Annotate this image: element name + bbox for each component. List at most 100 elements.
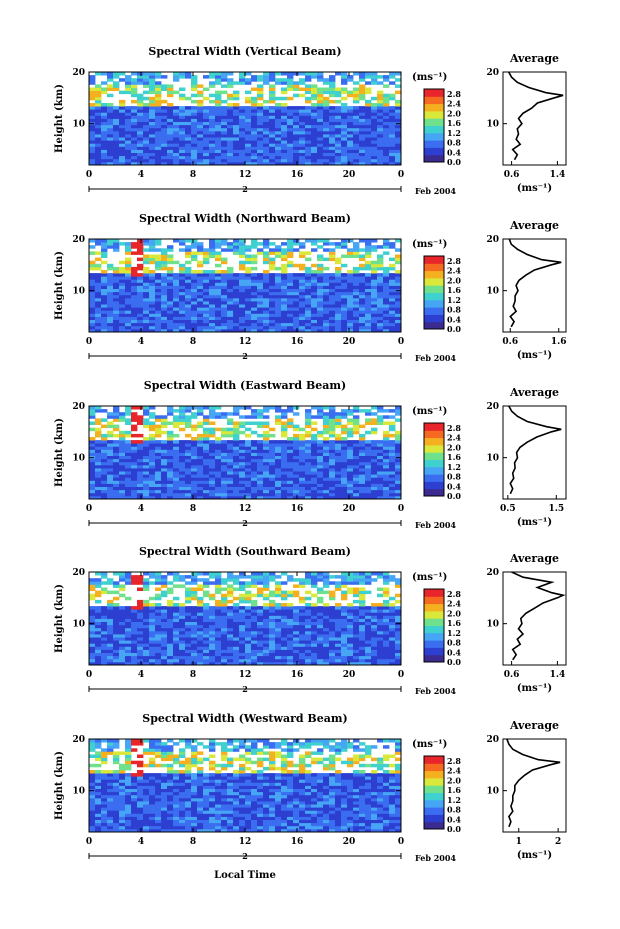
heatmap-cell bbox=[119, 486, 126, 491]
heatmap-cell bbox=[191, 304, 198, 308]
heatmap-cell bbox=[371, 461, 378, 466]
heatmap-cell bbox=[251, 630, 258, 635]
heatmap-cell bbox=[371, 489, 378, 494]
heatmap-cell bbox=[95, 319, 102, 324]
heatmap-cell bbox=[341, 615, 348, 619]
heatmap-cell bbox=[251, 480, 258, 484]
heatmap-cell bbox=[275, 486, 282, 491]
heatmap-cell bbox=[323, 310, 330, 314]
y-tick-label: 10 bbox=[72, 287, 85, 297]
heatmap-cell bbox=[233, 288, 240, 293]
heatmap-cell bbox=[113, 313, 120, 317]
heatmap-cell bbox=[251, 146, 258, 150]
heatmap-cell bbox=[143, 618, 150, 622]
heatmap-cell bbox=[167, 319, 174, 324]
heatmap-cell bbox=[179, 449, 186, 453]
heatmap-cell bbox=[137, 637, 144, 641]
heatmap-cell bbox=[299, 618, 306, 622]
heatmap-cell bbox=[209, 112, 216, 116]
heatmap-cell bbox=[347, 322, 354, 327]
heatmap-cell bbox=[251, 655, 258, 660]
heatmap-cell bbox=[305, 109, 312, 113]
heatmap-cell bbox=[299, 134, 306, 138]
heatmap-cell bbox=[185, 621, 192, 626]
heatmap-cell bbox=[191, 495, 198, 500]
heatmap-cell bbox=[317, 149, 324, 153]
heatmap-cell bbox=[191, 486, 198, 491]
heatmap-cell bbox=[263, 242, 270, 246]
heatmap-cell bbox=[389, 640, 396, 644]
colorbar-segment bbox=[424, 125, 444, 134]
heatmap-cell bbox=[137, 103, 144, 107]
heatmap-cell bbox=[377, 152, 384, 157]
heatmap-cell bbox=[89, 409, 96, 413]
heatmap-cell bbox=[125, 81, 132, 85]
heatmap-cell bbox=[233, 452, 240, 456]
heatmap-cell bbox=[227, 84, 234, 88]
heatmap-cell bbox=[251, 279, 258, 283]
heatmap-cell bbox=[275, 146, 282, 150]
heatmap-cell bbox=[269, 474, 276, 478]
heatmap-cell bbox=[215, 325, 222, 330]
colorbar-segment bbox=[424, 292, 444, 301]
heatmap-cell bbox=[131, 279, 138, 283]
heatmap-cell bbox=[293, 325, 300, 330]
colorbar-segment bbox=[424, 277, 444, 286]
heatmap-cell bbox=[191, 474, 198, 478]
heatmap-cell bbox=[215, 319, 222, 324]
heatmap-cell bbox=[233, 96, 240, 101]
heatmap-cell bbox=[173, 75, 180, 79]
heatmap-cell bbox=[263, 430, 270, 435]
heatmap-cell bbox=[239, 121, 246, 126]
heatmap-cell bbox=[209, 310, 216, 314]
heatmap-cell bbox=[125, 304, 132, 308]
heatmap-cell bbox=[359, 279, 366, 283]
heatmap-cell bbox=[107, 93, 114, 98]
heatmap-cell bbox=[161, 310, 168, 314]
heatmap-cell bbox=[221, 495, 228, 500]
heatmap-cell bbox=[173, 492, 180, 497]
heatmap-cell bbox=[329, 127, 336, 132]
heatmap-cell bbox=[305, 316, 312, 320]
heatmap-cell bbox=[281, 452, 288, 456]
heatmap-cell bbox=[173, 409, 180, 413]
heatmap-cell bbox=[179, 239, 186, 243]
heatmap-cell bbox=[365, 624, 372, 629]
heatmap-cell bbox=[215, 270, 222, 274]
heatmap-cell bbox=[239, 149, 246, 153]
heatmap-cell bbox=[119, 621, 126, 626]
heatmap-cell bbox=[173, 124, 180, 129]
heatmap-cell bbox=[113, 652, 120, 657]
heatmap-cell bbox=[389, 458, 396, 463]
x-tick-label: 12 bbox=[239, 170, 252, 180]
heatmap-cell bbox=[113, 285, 120, 289]
heatmap-cell bbox=[173, 294, 180, 299]
heatmap-cell bbox=[185, 486, 192, 491]
heatmap-cell bbox=[137, 452, 144, 456]
heatmap-cell bbox=[149, 615, 156, 619]
heatmap-cell bbox=[395, 310, 402, 314]
heatmap-cell bbox=[125, 75, 132, 79]
heatmap-cell bbox=[263, 239, 270, 243]
heatmap-cell bbox=[221, 615, 228, 619]
heatmap-cell bbox=[95, 291, 102, 296]
heatmap-cell bbox=[353, 106, 360, 110]
heatmap-cell bbox=[215, 103, 222, 107]
heatmap-cell bbox=[269, 127, 276, 132]
heatmap-cell bbox=[167, 297, 174, 302]
heatmap-cell bbox=[191, 242, 198, 246]
heatmap-cell bbox=[311, 103, 318, 107]
heatmap-cell bbox=[323, 658, 330, 663]
heatmap-cell bbox=[365, 143, 372, 147]
heatmap-cell bbox=[191, 325, 198, 330]
heatmap-cell bbox=[311, 161, 318, 166]
heatmap-cell bbox=[335, 483, 342, 487]
heatmap-cell bbox=[89, 449, 96, 453]
heatmap-cell bbox=[263, 276, 270, 280]
heatmap-cell bbox=[389, 621, 396, 626]
heatmap-cell bbox=[149, 427, 156, 432]
heatmap-cell bbox=[143, 266, 150, 271]
heatmap-cell bbox=[257, 646, 264, 650]
heatmap-cell bbox=[233, 90, 240, 95]
heatmap-cell bbox=[155, 325, 162, 330]
